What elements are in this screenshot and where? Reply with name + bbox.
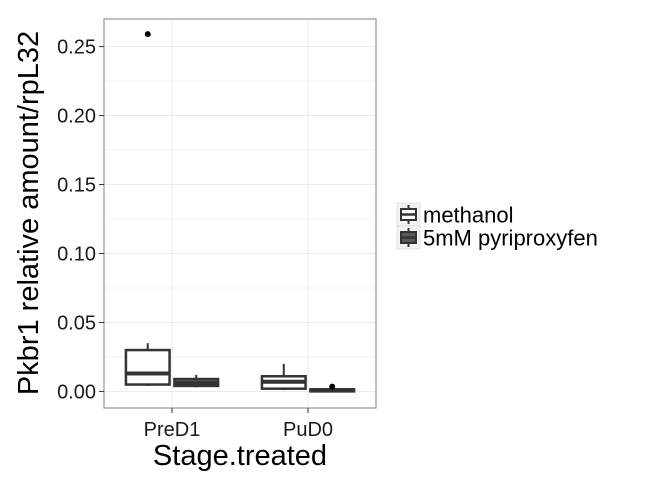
boxes: [124, 31, 356, 393]
x-axis-title: Stage.treated: [153, 440, 327, 472]
outlier-point: [144, 31, 151, 38]
y-tick-label: 0.20: [57, 106, 96, 128]
box-PreD1-1: [173, 374, 220, 388]
grid-major: [104, 19, 376, 408]
box-PuD0-0: [260, 363, 307, 391]
y-axis-title: Pkbr1 relative amount/rpL32: [13, 31, 45, 395]
x-tick-label: PuD0: [283, 419, 333, 441]
box-body: [124, 348, 171, 386]
box-PreD1-0: [124, 31, 171, 386]
legend-item: 5mM pyriproxyfen: [396, 226, 598, 251]
box-PuD0-1: [309, 383, 356, 393]
x-tick-label: PreD1: [144, 419, 201, 441]
y-tick-label: 0.00: [57, 381, 96, 403]
legend-label: methanol: [423, 203, 514, 228]
panel-border: [103, 18, 377, 409]
x-axis: PreD1 PuD0: [144, 408, 333, 441]
y-tick-label: 0.15: [57, 175, 96, 197]
y-axis: 0.00 0.05 0.10 0.15 0.20 0.25: [57, 37, 104, 403]
y-tick-label: 0.05: [57, 312, 96, 334]
y-tick-label: 0.10: [57, 244, 96, 266]
legend-item: methanol: [396, 203, 514, 228]
outlier-point: [329, 383, 336, 390]
panel-background: [104, 19, 376, 408]
y-tick-label: 0.25: [57, 37, 96, 59]
legend-label: 5mM pyriproxyfen: [423, 226, 598, 251]
